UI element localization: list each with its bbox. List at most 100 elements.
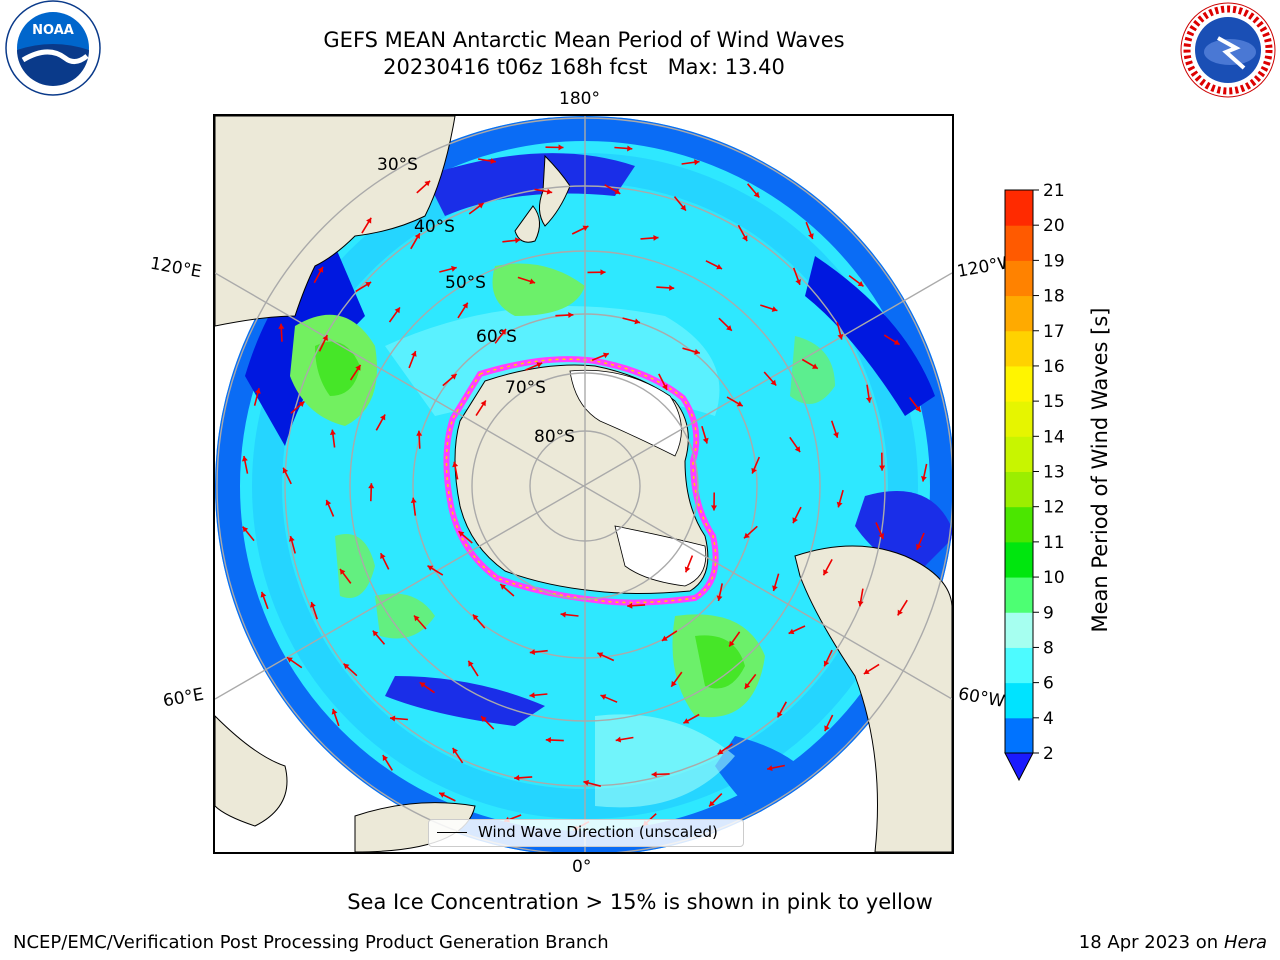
wave-direction-arrowhead	[777, 711, 783, 718]
lat-label-60s: 60°S	[476, 327, 517, 347]
wave-direction-arrowhead	[536, 362, 543, 368]
wave-direction-arrowhead	[767, 765, 773, 771]
legend-label: Wind Wave Direction (unscaled)	[478, 823, 718, 841]
colorbar-tick-label: 16	[1043, 357, 1065, 377]
new-zealand-south	[514, 205, 540, 243]
wave-direction-arrowhead	[857, 281, 864, 287]
nws-logo	[1178, 0, 1278, 100]
lat-label-70s: 70°S	[505, 378, 546, 398]
wave-direction-arrowhead	[684, 566, 691, 573]
wave-direction-arrowhead	[651, 771, 657, 778]
colorbar-tick-label: 8	[1043, 638, 1054, 658]
lon-label-left-upper: 120°E	[148, 253, 204, 283]
wave-direction-arrowhead	[788, 628, 795, 635]
colorbar-segment	[1005, 577, 1033, 613]
wave-direction-arrowhead	[255, 388, 261, 394]
wave-direction-arrowhead	[653, 235, 659, 241]
wave-direction-arrowhead	[368, 483, 375, 489]
wave-direction-arrowhead	[717, 748, 724, 755]
wave-direction-arrowhead	[242, 526, 249, 533]
wave-direction-arrowhead	[529, 692, 535, 699]
wave-direction-arrowhead	[477, 203, 484, 209]
wave-direction-arrowhead	[282, 467, 289, 474]
wave-direction-arrowhead	[878, 533, 884, 539]
wave-direction-arrowhead	[627, 145, 633, 152]
colorbar-segment	[1005, 541, 1033, 578]
wave-direction-arrowhead	[390, 715, 396, 722]
credit-right: 18 Apr 2023 on Hera	[1079, 932, 1267, 953]
colorbar-segment	[1005, 225, 1033, 261]
wave-direction-arrowhead	[558, 144, 564, 151]
wave-direction-arrowhead	[702, 437, 709, 444]
colorbar-segment	[1005, 436, 1033, 472]
colorbar-label: Mean Period of Wind Waves [s]	[1088, 308, 1112, 633]
wave-direction-arrowhead	[317, 266, 324, 273]
colorbar-tick-label: 9	[1043, 603, 1054, 623]
wave-direction-arrowhead	[382, 755, 388, 761]
wave-direction-arrowhead	[836, 501, 843, 508]
low-period-area	[425, 153, 635, 216]
wave-direction-arrowhead	[808, 233, 814, 239]
sea-ice-edge	[443, 356, 719, 606]
lon-label-bottom: 0°	[572, 857, 592, 877]
colorbar-segment	[1005, 612, 1033, 648]
wave-direction-arrowhead	[863, 668, 870, 674]
lon-label-left-lower: 60°E	[161, 684, 206, 712]
credit-date: 18 Apr 2023 on	[1078, 932, 1224, 953]
colorbar-tick-label: 17	[1043, 322, 1065, 342]
low-period-area	[805, 256, 935, 416]
wave-direction-arrowhead	[343, 663, 350, 670]
colorbar-tick-label: 11	[1043, 533, 1065, 553]
noaa-logo-text: NOAA	[32, 23, 74, 38]
wave-direction-arrowhead	[480, 400, 486, 407]
wave-direction-arrowhead	[439, 792, 445, 798]
wave-direction-arrowhead	[452, 461, 459, 468]
wave-direction-arrowhead	[833, 432, 839, 438]
wave-direction-arrowhead	[795, 279, 801, 285]
colorbar-tick-label: 18	[1043, 287, 1065, 307]
wave-direction-arrowhead	[770, 379, 777, 386]
wave-direction-arrowhead	[597, 652, 604, 658]
wave-direction-arrowhead	[753, 191, 760, 198]
wave-direction-arrowhead	[366, 217, 372, 224]
wave-direction-arrowhead	[771, 306, 778, 312]
wave-direction-arrowhead	[661, 635, 668, 641]
wave-direction-arrowhead	[744, 682, 751, 689]
wave-direction-arrowhead	[792, 517, 798, 524]
colorbar-segment	[1005, 717, 1033, 754]
colorbar-extend-arrow	[1004, 752, 1034, 782]
chart-subtitle: 20230416 t06z 168h fcst Max: 13.40	[383, 55, 785, 79]
wave-direction-arrowhead	[694, 159, 700, 166]
wave-direction-arrowhead	[419, 682, 426, 688]
colorbar-segment	[1005, 401, 1033, 437]
wave-direction-arrowhead	[568, 312, 574, 318]
wave-direction-arrowhead	[879, 465, 886, 471]
wave-direction-arrowhead	[866, 397, 872, 403]
colorbar-tick-label: 10	[1043, 568, 1065, 588]
wave-direction-arrowhead	[529, 649, 535, 655]
lat-label-40s: 40°S	[414, 217, 455, 237]
colorbar-tick-label: 20	[1043, 216, 1065, 236]
credit-left: NCEP/EMC/Verification Post Processing Pr…	[13, 932, 609, 953]
wave-direction-arrowhead	[278, 323, 285, 329]
wave-direction-arrowhead	[394, 307, 400, 314]
wave-direction-arrowhead	[600, 269, 606, 276]
wave-direction-arrowhead	[772, 585, 778, 591]
wave-direction-arrowhead	[500, 584, 506, 590]
wave-direction-arrowhead	[603, 352, 609, 359]
wave-direction-arrowhead	[355, 364, 361, 371]
south-america	[794, 545, 952, 852]
sea-ice-note: Sea Ice Concentration > 15% is shown in …	[347, 890, 933, 914]
wave-direction-arrowhead	[709, 800, 715, 807]
wave-direction-arrowhead	[451, 265, 457, 272]
colorbar-segment	[1005, 682, 1033, 719]
wave-direction-arrowhead	[823, 569, 829, 576]
wave-direction-arrowhead	[288, 536, 295, 542]
wind-wave-arrows	[241, 144, 928, 831]
wave-direction-arrowhead	[583, 780, 589, 786]
wave-direction-arrowhead	[582, 225, 589, 231]
colorbar-segment	[1005, 260, 1033, 297]
colorbar-tick-label: 6	[1043, 674, 1054, 694]
wave-direction-arrowhead	[726, 325, 732, 331]
wave-direction-arrowhead	[380, 414, 386, 421]
